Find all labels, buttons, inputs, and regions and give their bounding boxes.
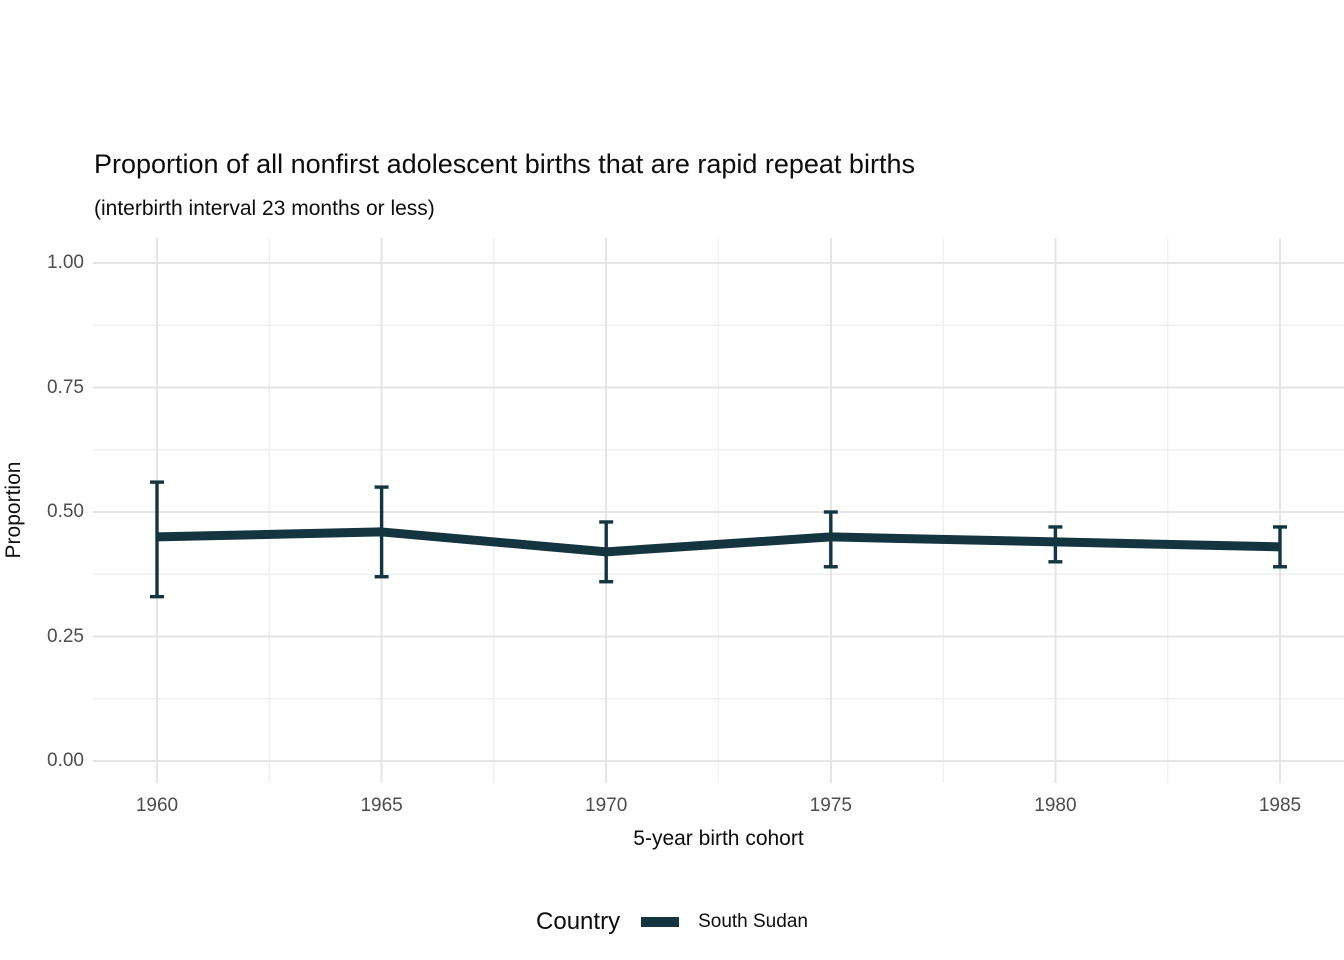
chart-title: Proportion of all nonfirst adolescent bi…: [94, 149, 915, 179]
x-tick-label: 1970: [585, 795, 628, 816]
y-tick-label: 1.00: [47, 252, 84, 273]
x-tick-label: 1980: [1034, 795, 1077, 816]
x-tick-label: 1965: [360, 795, 403, 816]
legend-swatch-south-sudan: [641, 917, 680, 927]
y-tick-label: 0.75: [47, 376, 84, 398]
legend-item-label: South Sudan: [698, 911, 808, 932]
legend-title: Country: [536, 908, 621, 935]
legend: Country South Sudan: [0, 900, 1344, 944]
x-axis-title: 5-year birth cohort: [633, 827, 804, 850]
chart-subtitle: (interbirth interval 23 months or less): [94, 197, 435, 220]
y-tick-label: 0.50: [47, 501, 84, 522]
y-tick-label: 0.00: [47, 750, 84, 771]
x-tick-label: 1960: [135, 795, 179, 816]
x-tick-label: 1985: [1258, 795, 1302, 816]
x-tick-label: 1975: [809, 795, 852, 816]
y-tick-label: 0.25: [47, 625, 84, 647]
